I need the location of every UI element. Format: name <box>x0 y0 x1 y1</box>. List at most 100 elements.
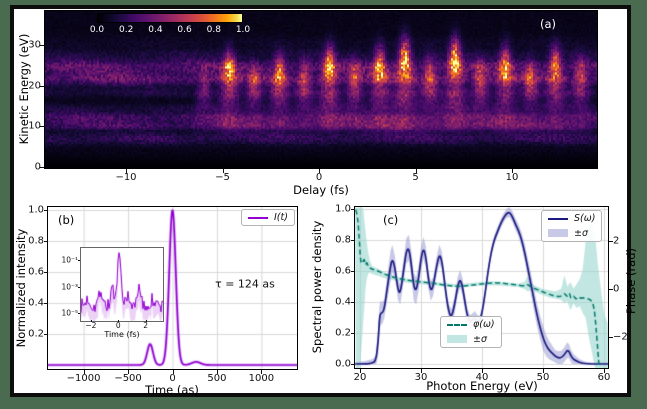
tick-mark <box>360 369 361 373</box>
panel-b-x-tick-label: −1000 <box>66 373 101 384</box>
tick-mark <box>351 302 355 303</box>
tick-mark <box>351 240 355 241</box>
tick-mark <box>543 369 544 373</box>
panel-c-ylabel: Spectral power density <box>310 220 324 354</box>
tick-mark <box>609 337 613 338</box>
panel-c-ylabel-right: Phase (rad) <box>624 247 638 315</box>
tick-mark <box>44 303 48 304</box>
panel-b-y-tick-label: 0.4 <box>28 297 44 309</box>
tick-mark <box>482 369 483 373</box>
tick-mark <box>604 369 605 373</box>
legend-label-S: S(ω) <box>574 213 596 225</box>
tick-mark <box>40 45 44 47</box>
panel-c-legend-phase: φ(ω) ±σ <box>440 316 502 348</box>
panel-c-phase-tick-label: 0 <box>613 283 620 295</box>
panel-c-y-tick-label: 0.8 <box>335 234 351 246</box>
panel-a-y-tick-label: 30 <box>28 39 41 51</box>
panel-c-legend-spectrum: S(ω) ±σ <box>541 210 603 242</box>
inset-y-tick-label: 10⁻⁵ <box>61 308 78 318</box>
tick-mark <box>421 369 422 373</box>
legend-label-phi: φ(ω) <box>473 319 495 331</box>
tick-mark <box>78 313 80 315</box>
panel-b-y-tick-label: 1.0 <box>28 204 44 216</box>
panel-c-y-tick-label: 1.0 <box>335 203 351 215</box>
tick-mark <box>118 320 120 322</box>
panel-b-x-tick-label: 500 <box>207 373 227 384</box>
tick-mark <box>78 260 80 262</box>
panel-c-y-tick-label: 0.4 <box>335 296 351 308</box>
colorbar-tick-label: 0.0 <box>89 25 105 35</box>
panel-c-x-tick-label: 20 <box>353 372 367 383</box>
inset-x-tick-label: 2 <box>143 321 148 330</box>
tick-mark <box>351 364 355 365</box>
panel-b-y-tick-label: 0.2 <box>28 328 44 340</box>
tick-mark <box>351 209 355 210</box>
panel-c-phase-tick-label: −2 <box>613 331 628 343</box>
panel-c-x-tick-label: 60 <box>597 372 611 383</box>
tick-mark <box>609 289 613 290</box>
colorbar-tick-label: 1.0 <box>235 25 251 35</box>
colorbar-tick-label: 0.2 <box>119 25 134 35</box>
legend-label-sigma-S: ±σ <box>574 227 588 239</box>
legend-label-sigma-phi: ±σ <box>473 333 487 345</box>
panel-c-x-tick-label: 40 <box>475 372 489 383</box>
tick-mark <box>40 126 44 128</box>
panel-b-x-tick-label: −500 <box>114 373 142 384</box>
tick-mark <box>216 370 218 374</box>
panel-c-y-tick-label: 0.6 <box>335 265 351 277</box>
tick-mark <box>44 210 48 211</box>
legend-line-S <box>548 217 568 220</box>
tick-mark <box>145 320 147 322</box>
tick-mark <box>172 370 174 374</box>
inset-y-tick-label: 10⁻¹ <box>61 255 78 265</box>
panel-a-y-tick-label: 10 <box>28 120 41 132</box>
tick-mark <box>261 370 263 374</box>
panel-a-y-tick-label: 20 <box>28 80 41 92</box>
panel-c-x-tick-label: 30 <box>414 372 428 383</box>
inset-y-tick-label: 10⁻³ <box>61 282 78 292</box>
tick-mark <box>319 169 320 173</box>
colorbar-tick-label: 0.4 <box>148 25 163 35</box>
panel-c-xlabel: Photon Energy (eV) <box>426 379 538 393</box>
tick-mark <box>351 333 355 334</box>
tick-mark <box>40 167 44 168</box>
tick-mark <box>44 334 48 335</box>
panel-a-x-tick-label: 10 <box>505 172 519 183</box>
tick-mark <box>415 169 417 173</box>
tick-mark <box>90 320 92 322</box>
legend-patch-sigma-phi <box>447 335 467 344</box>
panel-a-heatmap <box>45 11 597 168</box>
tick-mark <box>351 271 355 272</box>
tick-mark <box>512 169 513 173</box>
tick-mark <box>44 241 48 242</box>
legend-patch-sigma-S <box>548 229 568 238</box>
tick-mark <box>128 370 130 374</box>
panel-b-tau-annotation: τ = 124 as <box>215 277 275 291</box>
colorbar-tick-label: 0.6 <box>177 25 192 35</box>
tick-mark <box>126 169 127 173</box>
panel-a-letter: (a) <box>540 17 557 31</box>
legend-line-phi <box>447 323 467 326</box>
panel-b-x-tick-label: 1000 <box>248 373 275 384</box>
tick-mark <box>40 85 44 87</box>
tick-mark <box>609 241 613 242</box>
legend-line-sample <box>248 216 268 219</box>
figure-frame: (a) Delay (fs) Kinetic Energy (eV) (b) I… <box>10 5 638 397</box>
panel-b-legend: I(t) <box>241 209 295 226</box>
legend-label-It: I(t) <box>274 212 288 223</box>
panel-a-colorbar <box>97 13 243 23</box>
panel-a-xlabel: Delay (fs) <box>293 183 349 197</box>
tick-mark <box>78 286 80 288</box>
panel-a-x-tick-label: 0 <box>315 172 323 183</box>
panel-c-y-tick-label: 0.0 <box>335 358 351 370</box>
inset-x-tick-label: −2 <box>85 321 97 330</box>
panel-b-inset-plot <box>80 247 164 322</box>
panel-b-letter: (b) <box>58 213 75 227</box>
tick-mark <box>222 169 224 173</box>
panel-b-xlabel: Time (as) <box>145 383 199 397</box>
panel-b-ylabel: Normalized intensity <box>14 228 28 348</box>
panel-a-y-tick-label: 0 <box>34 161 41 173</box>
tick-mark <box>44 272 48 273</box>
panel-a-x-tick-label: 5 <box>412 172 419 183</box>
inset-x-tick-label: 0 <box>115 321 121 330</box>
